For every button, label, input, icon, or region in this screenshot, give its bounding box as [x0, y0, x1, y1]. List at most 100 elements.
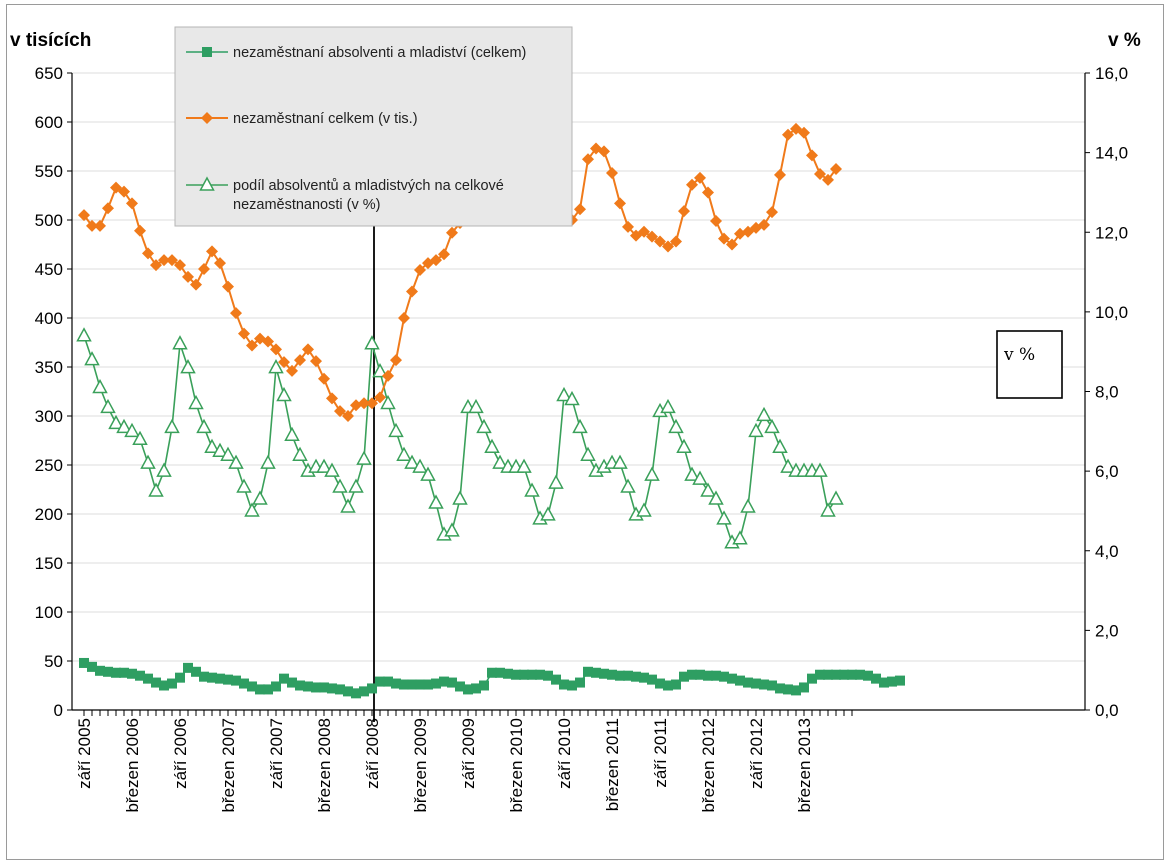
data-point-diamond [302, 343, 314, 356]
data-point-diamond [654, 235, 666, 248]
y-left-tick-label: 650 [35, 64, 63, 83]
data-point-square [535, 669, 545, 680]
data-point-triangle [316, 458, 332, 473]
data-point-square [159, 680, 169, 691]
data-point-square [271, 681, 281, 692]
data-point-triangle [612, 454, 628, 469]
data-point-square [719, 671, 729, 682]
data-point-diamond [222, 280, 234, 293]
data-point-square [175, 672, 185, 683]
data-point-diamond [230, 307, 242, 320]
data-point-triangle [636, 502, 652, 517]
x-tick-label: září 2009 [459, 718, 478, 789]
data-point-square [215, 673, 225, 684]
data-point-square [639, 672, 649, 683]
data-point-triangle [476, 418, 492, 434]
x-tick-label: březen 2012 [699, 718, 718, 813]
data-point-triangle [372, 363, 388, 378]
legend-marker-diamond [201, 112, 213, 124]
data-point-square [479, 680, 489, 691]
data-point-square [439, 676, 449, 687]
data-point-diamond [606, 166, 618, 179]
data-point-diamond [326, 392, 338, 405]
data-point-diamond [822, 173, 834, 186]
data-point-triangle [828, 490, 844, 505]
data-point-square [735, 675, 745, 686]
y-right-tick-label: 8,0 [1095, 383, 1119, 402]
data-point-triangle [452, 490, 468, 505]
data-point-diamond [678, 205, 690, 218]
data-point-diamond [446, 226, 458, 239]
data-point-triangle [172, 335, 188, 350]
data-point-square [679, 671, 689, 682]
data-point-diamond [726, 238, 738, 251]
y-right-tick-label: 4,0 [1095, 542, 1119, 561]
data-point-triangle [660, 398, 676, 414]
data-point-square [591, 667, 601, 678]
data-point-triangle [380, 394, 396, 410]
data-point-square [887, 676, 897, 687]
data-point-square [663, 680, 673, 691]
data-point-square [463, 684, 473, 695]
data-point-square [799, 682, 809, 693]
data-point-square [263, 684, 273, 695]
data-point-triangle [204, 438, 220, 453]
data-point-triangle [132, 430, 148, 446]
data-point-square [815, 669, 825, 680]
data-point-diamond [126, 197, 138, 210]
data-point-square [551, 674, 561, 685]
data-point-square [415, 679, 425, 690]
data-point-square [239, 678, 249, 689]
data-point-diamond [318, 372, 330, 385]
y-left-tick-label: 500 [35, 211, 63, 230]
data-point-triangle [772, 438, 788, 453]
data-point-triangle [276, 386, 292, 402]
data-point-triangle [812, 462, 828, 477]
x-tick-label: září 2008 [363, 718, 382, 789]
legend-label-1: nezaměstnaní absolventi a mladiství (cel… [233, 45, 526, 61]
data-point-square [751, 678, 761, 689]
data-point-triangle [764, 418, 780, 434]
data-point-square [183, 662, 193, 673]
data-point-square [375, 676, 385, 687]
data-point-square [631, 671, 641, 682]
data-point-square [847, 669, 857, 680]
data-point-square [143, 673, 153, 684]
data-point-diamond [350, 399, 362, 412]
data-point-diamond [614, 197, 626, 210]
data-point-square [511, 669, 521, 680]
legend-marker-square [202, 47, 212, 57]
data-point-square [759, 679, 769, 690]
data-point-square [623, 670, 633, 681]
data-point-triangle [820, 502, 836, 517]
data-point-square [279, 673, 289, 684]
y-right-tick-label: 12,0 [1095, 223, 1128, 242]
data-point-square [823, 669, 833, 680]
data-point-square [607, 669, 617, 680]
data-point-square [807, 673, 817, 684]
data-point-triangle [716, 510, 732, 525]
data-point-triangle [220, 446, 236, 461]
data-point-square [615, 670, 625, 681]
data-point-diamond [830, 163, 842, 176]
data-point-square [223, 674, 233, 685]
data-point-diamond [334, 405, 346, 418]
data-point-diamond [646, 230, 658, 243]
data-point-square [87, 661, 97, 672]
data-point-triangle [236, 478, 252, 493]
data-point-diamond [238, 327, 250, 340]
legend-box [174, 26, 573, 227]
data-point-diamond [622, 220, 634, 233]
data-point-square [311, 682, 321, 693]
data-point-square [135, 670, 145, 681]
data-point-diamond [118, 185, 130, 198]
data-point-triangle [124, 422, 140, 438]
data-point-square [655, 678, 665, 689]
data-point-diamond [342, 410, 354, 422]
data-point-diamond [294, 354, 306, 367]
data-point-diamond [438, 248, 450, 261]
data-point-square [599, 668, 609, 679]
data-point-diamond [358, 397, 370, 410]
data-point-triangle [780, 458, 796, 473]
